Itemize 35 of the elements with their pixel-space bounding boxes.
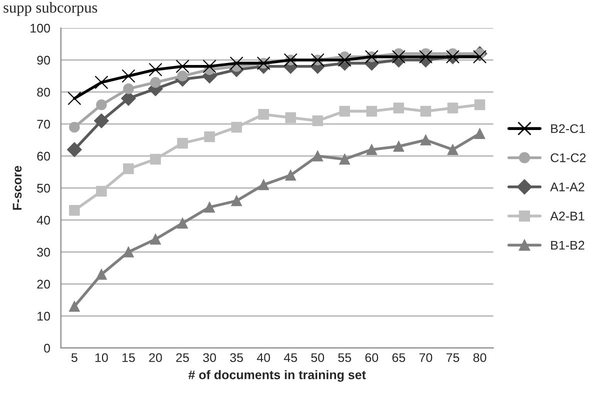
x-tick-label: 45 <box>284 353 298 362</box>
y-tick-label: 50 <box>37 184 50 193</box>
y-tick-label: 100 <box>30 24 50 33</box>
y-tick-label: 0 <box>44 344 50 353</box>
legend-label: B1-B2 <box>551 240 584 250</box>
x-tick-label: 35 <box>230 353 243 362</box>
y-tick-label: 60 <box>37 152 50 161</box>
y-tick-label: 20 <box>37 280 50 289</box>
y-axis-title: F-score <box>12 166 22 210</box>
x-tick-label: 15 <box>122 353 135 362</box>
x-tick-label: 50 <box>311 353 324 362</box>
legend-label: C1-C2 <box>550 153 586 162</box>
legend-label: A1-A2 <box>550 182 584 192</box>
x-tick-label: 65 <box>392 353 406 362</box>
x-tick-label: 30 <box>203 353 216 362</box>
y-tick-label: 10 <box>38 312 50 321</box>
x-tick-label: 75 <box>446 353 460 362</box>
x-axis-title: # of documents in training set <box>188 370 366 382</box>
x-tick-label: 70 <box>419 353 432 362</box>
x-tick-label: 80 <box>473 353 486 362</box>
y-tick-label: 40 <box>36 216 50 225</box>
y-tick-label: 90 <box>37 56 50 65</box>
x-tick-label: 40 <box>256 353 270 362</box>
text: supp subcorpus <box>4 2 98 16</box>
x-tick-label: 55 <box>338 353 352 362</box>
y-tick-label: 70 <box>37 120 50 129</box>
legend-label: B2-C1 <box>551 124 585 134</box>
x-tick-label: 20 <box>149 353 162 362</box>
y-tick-label: 30 <box>37 248 50 257</box>
y-tick-label: 80 <box>37 88 50 97</box>
x-tick-label: 25 <box>176 353 189 362</box>
legend-label: A2-B1 <box>550 212 584 220</box>
x-tick-label: 10 <box>95 353 108 362</box>
x-tick-label: 60 <box>365 353 378 362</box>
x-tick-label: 5 <box>71 353 78 362</box>
